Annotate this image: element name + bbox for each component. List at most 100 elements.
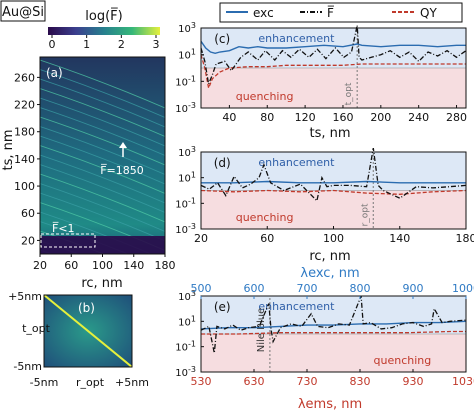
- colorbar: [48, 27, 160, 35]
- heatmap-a-low-band: [40, 236, 165, 254]
- colorbar-tick-label: 0: [49, 38, 56, 51]
- region-quenching: [201, 190, 466, 229]
- ytick-label-a: 60: [21, 207, 35, 220]
- series-qy: [201, 330, 466, 335]
- axes-a: 20 60 100 140 180 20 60 100 140 180 220 260: [14, 71, 176, 272]
- series-qy: [200, 54, 466, 91]
- panel-b: (b) +5nm -5nm -5nm +5nm r_opt t_opt: [8, 290, 149, 389]
- series-exc: [200, 40, 466, 55]
- diagonal-b: [43, 294, 133, 368]
- marker-label: r_opt: [360, 203, 370, 226]
- heatmap-a-resonance: [40, 164, 165, 213]
- figure-label: Au@Si: [2, 5, 44, 20]
- region-label-enhancement: enhancement: [258, 32, 335, 45]
- annotation-low: F̅<1: [52, 222, 75, 235]
- heatmap-a-resonance: [40, 135, 165, 185]
- ytick-label-a: 220: [14, 99, 35, 112]
- ytick-b-bottom: -5nm: [13, 360, 42, 373]
- ytick-label: 103: [178, 21, 196, 35]
- xlabel-e: λems, nm: [298, 397, 362, 412]
- ytick-b-top: +5nm: [8, 290, 42, 303]
- ytick-label: 10-3: [175, 365, 196, 379]
- panel-label: (d): [214, 156, 231, 170]
- heatmap-a-resonance: [40, 107, 165, 156]
- ytick-label-a: 260: [14, 71, 35, 84]
- ytick-label: 101: [178, 171, 196, 185]
- xtick-label: 930: [403, 375, 424, 388]
- xtick-label-a: 140: [123, 259, 144, 272]
- heatmap-a-resonance: [40, 88, 165, 137]
- series-f: [200, 25, 467, 87]
- series-f: [200, 295, 467, 354]
- heatmap-a-resonance: [40, 192, 165, 242]
- colorbar-tick-label: 2: [118, 38, 125, 51]
- marker-label: Nile Blue: [256, 308, 267, 353]
- xlabel-c: ts, nm: [309, 126, 350, 141]
- legend: exc F̅ QY: [219, 2, 463, 23]
- ytick-label-a: 140: [14, 153, 35, 166]
- panel-label: (c): [214, 32, 230, 46]
- xtick-label: 1030: [452, 375, 474, 388]
- xlabel-b: r_opt: [76, 376, 105, 389]
- ytick-label: 10-3: [175, 101, 196, 115]
- xtick-b-right: +5nm: [115, 376, 149, 389]
- heatmap-a: [40, 57, 165, 254]
- xtick-label-a: 100: [92, 259, 113, 272]
- legend-box: [219, 2, 463, 23]
- ytick-label: 101: [178, 48, 196, 62]
- xtick-label: 830: [350, 375, 371, 388]
- series-exc: [201, 180, 466, 184]
- xtick-top-label: 1000: [452, 282, 474, 295]
- xtick-label: 240: [408, 111, 429, 124]
- heatmap-a-resonance: [40, 116, 165, 166]
- heatmap-a-resonance: [40, 126, 165, 175]
- xtick-label: 530: [191, 375, 212, 388]
- region-label-enhancement: enhancement: [258, 156, 335, 169]
- ytick-label: 103: [178, 289, 196, 303]
- ytick-label: 101: [178, 314, 196, 328]
- colorbar-tick-label: 1: [83, 38, 90, 51]
- plot-frame: [200, 295, 467, 373]
- ytick-label: 10-3: [175, 222, 196, 236]
- marker-label: t_opt: [344, 82, 354, 105]
- xtick-label: 180: [456, 232, 474, 245]
- figure-label-box: [0, 0, 46, 22]
- region-label-quenching: quenching: [236, 211, 294, 224]
- ylabel-b: t_opt: [22, 322, 51, 335]
- xtick-label-a: 60: [64, 259, 78, 272]
- region-label-quenching: quenching: [374, 354, 432, 367]
- xlabel-a: rc, nm: [81, 276, 122, 291]
- heatmap-a-resonance: [40, 145, 165, 194]
- panel-label: (e): [214, 300, 231, 314]
- heatmap-a-resonance: [40, 154, 165, 204]
- heatmap-a-resonance: [40, 173, 165, 223]
- region-label-quenching: quenching: [236, 90, 294, 103]
- heatmap-a-resonance: [40, 69, 165, 118]
- xtick-label: 200: [370, 111, 391, 124]
- xtick-label: 160: [332, 111, 353, 124]
- region-quenching: [201, 334, 466, 372]
- ylabel-a: ts, nm: [1, 129, 16, 170]
- region-quenching: [201, 68, 466, 108]
- legend-f: F̅: [327, 5, 335, 20]
- panel-label-b: (b): [78, 301, 95, 315]
- heatmap-a-resonance: [40, 59, 165, 109]
- colorbar-ticks: 0 1 2 3: [49, 35, 160, 51]
- heatmap-a-resonance: [40, 97, 165, 147]
- xtick-top-label: 500: [191, 282, 212, 295]
- xtick-top-label: 700: [297, 282, 318, 295]
- heatmap-a-stripes: [40, 59, 165, 254]
- region-enhancement: [201, 152, 466, 191]
- series-exc: [200, 320, 467, 330]
- panel-d: enhancement quenching r_opt (d) 10-3 10-1 101 1…: [175, 145, 474, 245]
- colorbar-title: log(F̅): [85, 8, 122, 24]
- xtick-label: 80: [260, 111, 274, 124]
- ytick-label: 10-1: [175, 196, 196, 210]
- ytick-label-a: 100: [14, 180, 35, 193]
- xtick-label: 280: [446, 111, 467, 124]
- xtick-top-label: 800: [350, 282, 371, 295]
- peak-arrow: [119, 142, 127, 148]
- xtick-label: 60: [260, 232, 274, 245]
- panel-label-a: (a): [46, 66, 63, 80]
